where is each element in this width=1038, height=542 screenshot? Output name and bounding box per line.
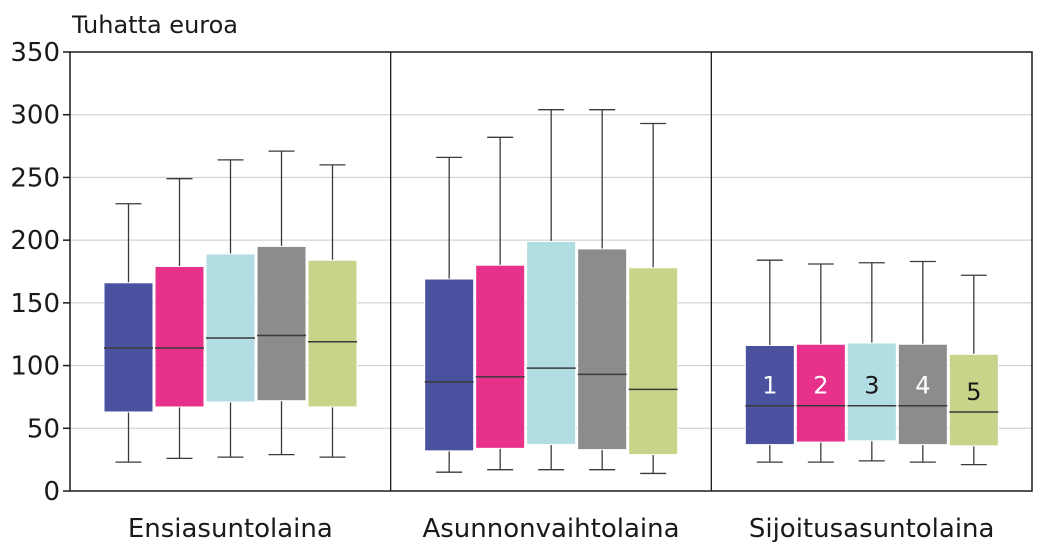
box-Ensiasuntolaina-2 <box>154 178 205 460</box>
iqr-box <box>526 240 577 446</box>
iqr-box <box>948 353 999 447</box>
y-tick-label: 200 <box>10 226 60 256</box>
iqr-box <box>205 253 256 403</box>
iqr-box <box>154 265 205 408</box>
box-number-label: 3 <box>864 372 879 400</box>
box-Sijoitusasuntolaina-4: 4 <box>897 260 948 463</box>
box-Sijoitusasuntolaina-5: 5 <box>948 274 999 466</box>
category-label: Asunnonvaihtolaina <box>422 514 679 542</box>
iqr-box <box>897 343 948 446</box>
y-tick-label: 350 <box>10 38 60 68</box>
y-axis-ticks: 0 50 100 150 200 250 300 350 <box>10 38 70 507</box>
iqr-box <box>256 245 307 402</box>
category-label: Ensiasuntolaina <box>128 514 333 542</box>
y-tick-label: 150 <box>10 289 60 319</box>
category-label: Sijoitusasuntolaina <box>749 514 995 542</box>
y-tick-label: 300 <box>10 101 60 131</box>
box-Ensiasuntolaina-4 <box>256 150 307 456</box>
box-number-label: 5 <box>966 378 981 406</box>
iqr-box <box>846 342 897 442</box>
y-axis-unit-label: Tuhatta euroa <box>71 11 238 39</box>
category-labels: Ensiasuntolaina Asunnonvaihtolaina Sijoitu… <box>128 514 995 542</box>
box-number-label: 2 <box>813 372 828 400</box>
iqr-box <box>475 264 526 449</box>
iqr-box <box>424 278 475 452</box>
y-tick-label: 50 <box>27 414 60 444</box>
box-Asunnonvaihtolaina-4 <box>577 109 628 471</box>
y-tick-label: 100 <box>10 352 60 382</box>
box-Asunnonvaihtolaina-3 <box>526 109 577 471</box>
box-Ensiasuntolaina-5 <box>307 164 358 458</box>
iqr-box <box>628 267 679 456</box>
box-Ensiasuntolaina-1 <box>103 203 154 463</box>
box-Asunnonvaihtolaina-1 <box>424 156 475 473</box>
box-Sijoitusasuntolaina-3: 3 <box>846 262 897 462</box>
plot-border <box>69 51 1033 492</box>
box-Asunnonvaihtolaina-2 <box>475 136 526 471</box>
y-tick-label: 0 <box>43 477 60 507</box>
box-Ensiasuntolaina-3 <box>205 159 256 458</box>
box-Asunnonvaihtolaina-5 <box>628 122 679 475</box>
plot-frame <box>69 51 1033 492</box>
box-Sijoitusasuntolaina-2: 2 <box>795 263 846 463</box>
box-number-label: 4 <box>915 372 930 400</box>
box-Sijoitusasuntolaina-1: 1 <box>744 259 795 463</box>
box-number-label: 1 <box>762 372 777 400</box>
boxes: 1 2 3 4 5 <box>103 109 999 475</box>
iqr-box <box>307 259 358 408</box>
iqr-box <box>744 345 795 446</box>
iqr-box <box>577 248 628 451</box>
iqr-box <box>795 343 846 443</box>
y-tick-label: 250 <box>10 163 60 193</box>
